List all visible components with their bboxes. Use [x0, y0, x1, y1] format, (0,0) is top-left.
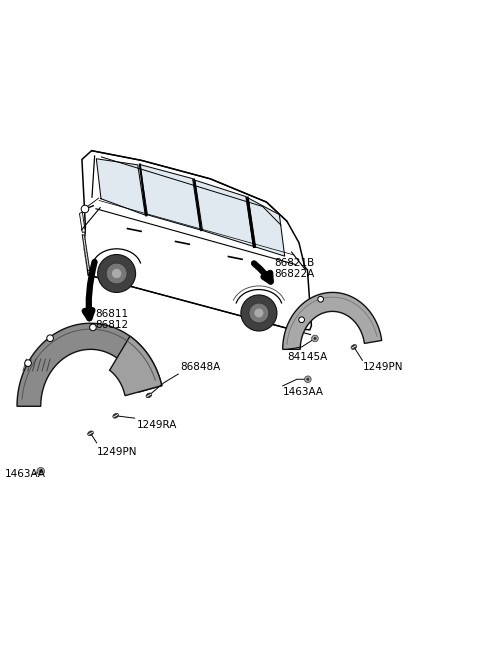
Text: 1463AA: 1463AA: [5, 469, 46, 479]
Polygon shape: [82, 235, 90, 271]
Polygon shape: [195, 180, 253, 247]
Ellipse shape: [254, 308, 264, 318]
Ellipse shape: [249, 303, 269, 323]
Text: 86811
86812: 86811 86812: [96, 309, 129, 331]
Ellipse shape: [241, 295, 277, 331]
Polygon shape: [96, 159, 145, 215]
Polygon shape: [17, 323, 162, 406]
Polygon shape: [140, 165, 200, 230]
Polygon shape: [109, 336, 162, 396]
Polygon shape: [80, 212, 85, 232]
Ellipse shape: [97, 255, 136, 293]
Circle shape: [313, 337, 316, 340]
Polygon shape: [283, 293, 382, 350]
Circle shape: [39, 470, 42, 473]
Ellipse shape: [351, 344, 357, 350]
Ellipse shape: [113, 413, 119, 418]
Circle shape: [90, 324, 96, 331]
Text: 86848A: 86848A: [180, 361, 221, 372]
Text: 86821B
86822A: 86821B 86822A: [275, 258, 315, 279]
Circle shape: [37, 468, 45, 475]
Text: 1463AA: 1463AA: [283, 387, 324, 398]
Circle shape: [312, 335, 318, 342]
Text: 1249PN: 1249PN: [96, 447, 137, 457]
Circle shape: [306, 378, 309, 380]
Polygon shape: [248, 198, 285, 256]
Circle shape: [299, 317, 304, 323]
Circle shape: [47, 335, 53, 342]
Ellipse shape: [146, 393, 152, 398]
Circle shape: [25, 359, 31, 367]
Ellipse shape: [112, 269, 121, 278]
Ellipse shape: [88, 431, 94, 436]
Text: 1249PN: 1249PN: [362, 362, 403, 372]
Circle shape: [304, 376, 311, 382]
Polygon shape: [82, 151, 312, 330]
Text: 1249RA: 1249RA: [137, 420, 178, 430]
Circle shape: [81, 205, 89, 213]
Circle shape: [318, 297, 324, 302]
Ellipse shape: [106, 263, 127, 284]
Text: 84145A: 84145A: [288, 352, 328, 361]
